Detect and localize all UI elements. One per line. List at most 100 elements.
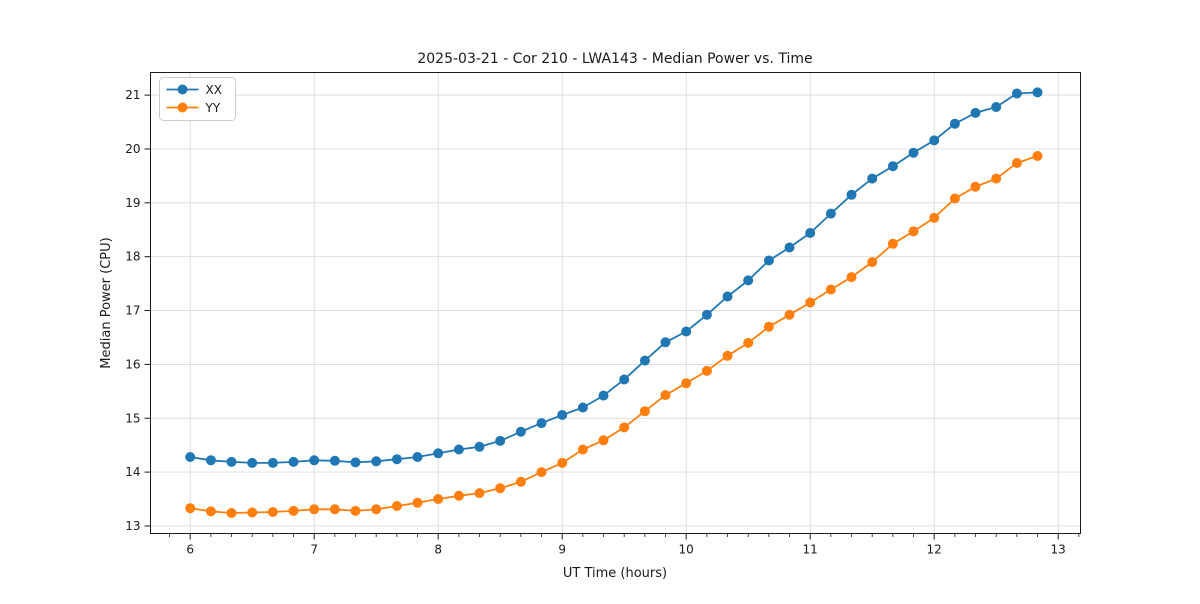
y-tick-label: 21	[125, 88, 140, 102]
data-point-yy	[949, 193, 960, 204]
data-point-yy	[908, 226, 919, 237]
data-point-yy	[619, 422, 630, 433]
data-point-xx	[557, 410, 568, 420]
data-point-yy	[763, 321, 774, 332]
data-point-yy	[309, 504, 320, 515]
data-point-xx	[577, 402, 588, 413]
data-point-yy	[577, 444, 588, 455]
data-point-xx	[433, 448, 444, 459]
data-point-xx	[474, 441, 485, 452]
data-point-xx	[701, 309, 712, 320]
data-point-xx	[846, 189, 857, 200]
data-point-xx	[329, 455, 340, 466]
data-point-xx	[495, 435, 506, 446]
data-point-xx	[991, 102, 1002, 112]
data-point-xx	[536, 418, 547, 429]
data-point-xx	[453, 444, 464, 455]
legend-label: YY	[205, 101, 221, 115]
data-point-yy	[412, 497, 423, 508]
legend-sample-marker	[177, 102, 188, 113]
x-tick-label: 13	[1051, 543, 1066, 557]
data-point-xx	[226, 456, 237, 467]
data-point-xx	[949, 118, 960, 129]
data-point-yy	[970, 181, 981, 192]
data-point-yy	[205, 506, 216, 517]
data-point-yy	[805, 297, 816, 308]
data-point-yy	[474, 488, 485, 499]
x-tick-label: 12	[927, 543, 942, 557]
x-tick-label: 11	[803, 543, 818, 557]
y-tick-label: 14	[125, 465, 140, 479]
legend-sample-marker	[177, 84, 188, 95]
data-point-xx	[412, 452, 423, 462]
plot-border	[150, 72, 1081, 534]
data-point-yy	[660, 390, 671, 401]
data-point-yy	[453, 490, 464, 501]
y-tick-label: 20	[125, 142, 140, 156]
data-point-yy	[536, 467, 547, 478]
data-point-yy	[722, 350, 733, 361]
data-point-yy	[701, 365, 712, 376]
data-point-yy	[929, 212, 940, 223]
data-point-xx	[639, 355, 650, 366]
data-point-yy	[329, 504, 340, 515]
data-point-yy	[288, 505, 299, 516]
data-point-xx	[681, 326, 692, 337]
data-point-yy	[185, 503, 196, 514]
data-point-xx	[929, 135, 940, 146]
data-point-yy	[784, 309, 795, 320]
y-tick-label: 19	[125, 196, 140, 210]
data-point-yy	[681, 378, 692, 389]
data-point-yy	[267, 507, 278, 517]
data-point-xx	[371, 456, 382, 467]
x-tick-label: 7	[310, 543, 318, 557]
data-point-yy	[743, 337, 754, 348]
data-point-yy	[1032, 151, 1043, 161]
data-point-yy	[887, 238, 898, 249]
data-point-xx	[825, 208, 836, 219]
data-point-yy	[371, 504, 382, 515]
data-point-yy	[350, 505, 361, 516]
data-point-xx	[660, 337, 671, 348]
data-point-xx	[515, 426, 526, 437]
data-point-yy	[846, 272, 857, 283]
data-point-xx	[350, 457, 361, 468]
data-point-yy	[495, 483, 506, 494]
data-point-xx	[288, 456, 299, 467]
y-axis-label: Median Power (CPU)	[99, 237, 114, 368]
legend-box	[159, 77, 236, 121]
data-point-yy	[557, 457, 568, 468]
data-point-xx	[763, 255, 774, 266]
data-point-xx	[867, 173, 878, 184]
y-tick-label: 17	[125, 304, 140, 318]
series-layer	[185, 87, 1043, 518]
data-point-xx	[309, 455, 320, 466]
data-point-xx	[887, 161, 898, 172]
data-point-xx	[598, 390, 609, 401]
y-tick-label: 16	[125, 357, 140, 371]
data-point-xx	[805, 228, 816, 238]
tick-layer: 6 7 8 9 10 11 12 13 13 14 15 16 17 18 19 20 21	[125, 88, 1080, 557]
x-tick-label: 9	[558, 543, 566, 557]
data-point-xx	[1032, 87, 1043, 98]
data-point-xx	[247, 457, 258, 468]
x-tick-label: 8	[434, 543, 442, 557]
data-point-xx	[784, 242, 795, 253]
data-point-xx	[908, 147, 919, 158]
x-tick-label: 6	[186, 543, 194, 557]
legend: XX YY	[159, 77, 236, 121]
data-point-xx	[205, 455, 216, 466]
data-point-xx	[970, 107, 981, 118]
data-point-xx	[619, 374, 630, 385]
axes-layer	[150, 72, 1081, 534]
data-point-yy	[867, 257, 878, 268]
data-point-yy	[598, 435, 609, 446]
data-point-yy	[991, 173, 1002, 184]
x-tick-label: 10	[679, 543, 694, 557]
data-point-xx	[1011, 88, 1022, 99]
data-point-xx	[743, 275, 754, 286]
series-line-xx	[190, 91, 1038, 464]
data-point-yy	[639, 406, 650, 417]
